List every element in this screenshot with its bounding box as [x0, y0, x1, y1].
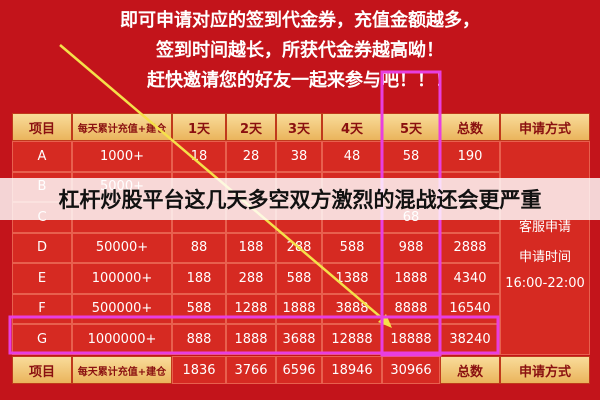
table-cell: 38	[276, 141, 322, 172]
table-cell: 1000000+	[72, 324, 172, 355]
table-cell: 588	[172, 293, 226, 324]
table-cell: 588	[322, 232, 382, 263]
column-header: 5天	[382, 113, 440, 141]
footer-cell: 申请方式	[500, 356, 590, 384]
table-cell: 48	[322, 141, 382, 172]
column-header: 3天	[276, 113, 322, 141]
table-cell: 1000+	[72, 141, 172, 172]
table-cell: 2888	[440, 232, 500, 263]
table-cell: 8888	[382, 293, 440, 324]
table-cell: 50000+	[72, 232, 172, 263]
table-cell: 888	[172, 324, 226, 355]
table-cell: 1388	[322, 263, 382, 294]
table-cell: E	[12, 263, 72, 294]
header-line: 签到时间越长，所获代金券越高呦！	[156, 40, 444, 61]
highlight-box	[8, 315, 500, 355]
arrow-head	[378, 314, 392, 328]
footer-cell: 总数	[440, 356, 500, 384]
table-cell: 500000+	[72, 293, 172, 324]
footer-cell: 3766	[226, 356, 276, 384]
footer-cell: 18946	[322, 356, 382, 384]
table-cell: 988	[382, 232, 440, 263]
apply-text: 客服申请	[518, 220, 571, 235]
header-line: 即可申请对应的签到代金券，充值金额越多，	[120, 10, 480, 31]
table-cell: D	[12, 232, 72, 263]
apply-cell	[500, 141, 590, 355]
column-header: 1天	[172, 113, 226, 141]
footer-cell: 1836	[172, 356, 226, 384]
apply-text: 申请时间	[518, 250, 571, 265]
header-line: 赶快邀请您的好友一起来参与吧！！！	[147, 70, 453, 91]
footer-cell: 项目	[12, 356, 72, 384]
table-cell: 1888	[276, 293, 322, 324]
table-cell: 188	[172, 263, 226, 294]
column-header: 总数	[440, 113, 500, 141]
table-cell: G	[12, 324, 72, 355]
table-cell: 16540	[440, 293, 500, 324]
table-cell: A	[12, 141, 72, 172]
table-cell: 288	[226, 263, 276, 294]
banner: 杠杆炒股平台这几天多空双方激烈的混战还会更严重	[0, 178, 600, 220]
table-cell: 28	[226, 141, 276, 172]
table-cell: 88	[172, 232, 226, 263]
column-header: 项目	[12, 113, 72, 141]
table-cell: 188	[226, 232, 276, 263]
table-cell: 1888	[382, 263, 440, 294]
footer-cell: 6596	[276, 356, 322, 384]
table-cell: F	[12, 293, 72, 324]
table-cell: 4340	[440, 263, 500, 294]
table-cell: 1288	[226, 293, 276, 324]
column-header: 2天	[226, 113, 276, 141]
table-cell: 100000+	[72, 263, 172, 294]
footer-cell: 每天累计充值+建仓	[72, 356, 172, 384]
table-cell: 3888	[322, 293, 382, 324]
footer-cell: 30966	[382, 356, 440, 384]
table-cell: 1888	[226, 324, 276, 355]
table-cell: 588	[276, 263, 322, 294]
table-cell: 58	[382, 141, 440, 172]
table-cell: 38240	[440, 324, 500, 355]
column-header: 4天	[322, 113, 382, 141]
column-header: 申请方式	[500, 113, 590, 141]
table-cell: 3688	[276, 324, 322, 355]
apply-text: 16:00-22:00	[505, 276, 585, 291]
table-cell: 190	[440, 141, 500, 172]
